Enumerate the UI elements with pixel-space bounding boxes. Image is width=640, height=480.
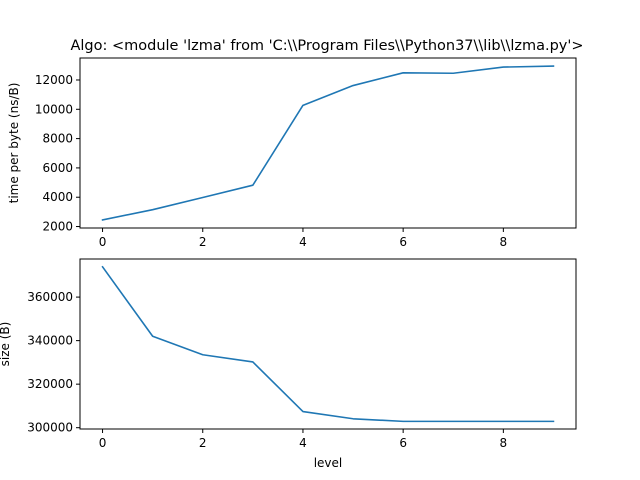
- time-y-tick-label: 12000: [35, 73, 73, 87]
- size-y-tick-label: 340000: [27, 334, 73, 348]
- size-x-tick-label: 2: [199, 436, 207, 450]
- time-x-tick-label: 2: [199, 235, 207, 249]
- size-series-line: [101, 265, 555, 423]
- time-y-tick-label: 2000: [42, 220, 73, 234]
- size-y-axis-label: size (B): [0, 322, 12, 367]
- time-x-tick-label: 6: [399, 235, 407, 249]
- time-y-tick-label: 8000: [42, 132, 73, 146]
- chart-title: Algo: <module 'lzma' from 'C:\\Program F…: [70, 38, 583, 54]
- time-y-axis-label: time per byte (ns/B): [7, 83, 21, 204]
- size-x-tick-label: 4: [299, 436, 307, 450]
- x-axis-label-level: level: [314, 456, 343, 470]
- time-x-tick-label: 4: [299, 235, 307, 249]
- size-axes-frame: [79, 258, 577, 430]
- size-ticks-layer: 0 2 4 6 8 300000 320000 340000 360000: [27, 290, 507, 450]
- time-series-line: [101, 65, 555, 221]
- size-x-tick-label: 0: [99, 436, 107, 450]
- size-y-tick-label: 360000: [27, 290, 73, 304]
- time-series-layer: [101, 65, 555, 221]
- time-ticks-layer: 0 2 4 6 8 2000 4000 6000 8000 10000 12000: [35, 73, 507, 249]
- size-x-tick-label: 8: [500, 436, 508, 450]
- size-chart: 0 2 4 6 8 300000 320000 340000 360000 level size…: [0, 258, 577, 470]
- time-x-tick-label: 0: [99, 235, 107, 249]
- time-y-tick-label: 10000: [35, 102, 73, 116]
- size-series-layer: [101, 265, 555, 423]
- time-chart: Algo: <module 'lzma' from 'C:\\Program F…: [7, 38, 584, 249]
- time-y-tick-label: 4000: [42, 190, 73, 204]
- time-x-tick-label: 8: [500, 235, 508, 249]
- size-y-tick-label: 300000: [27, 421, 73, 435]
- time-y-tick-label: 6000: [42, 161, 73, 175]
- size-y-tick-label: 320000: [27, 377, 73, 391]
- size-x-tick-label: 6: [399, 436, 407, 450]
- time-axes-frame: [79, 57, 577, 229]
